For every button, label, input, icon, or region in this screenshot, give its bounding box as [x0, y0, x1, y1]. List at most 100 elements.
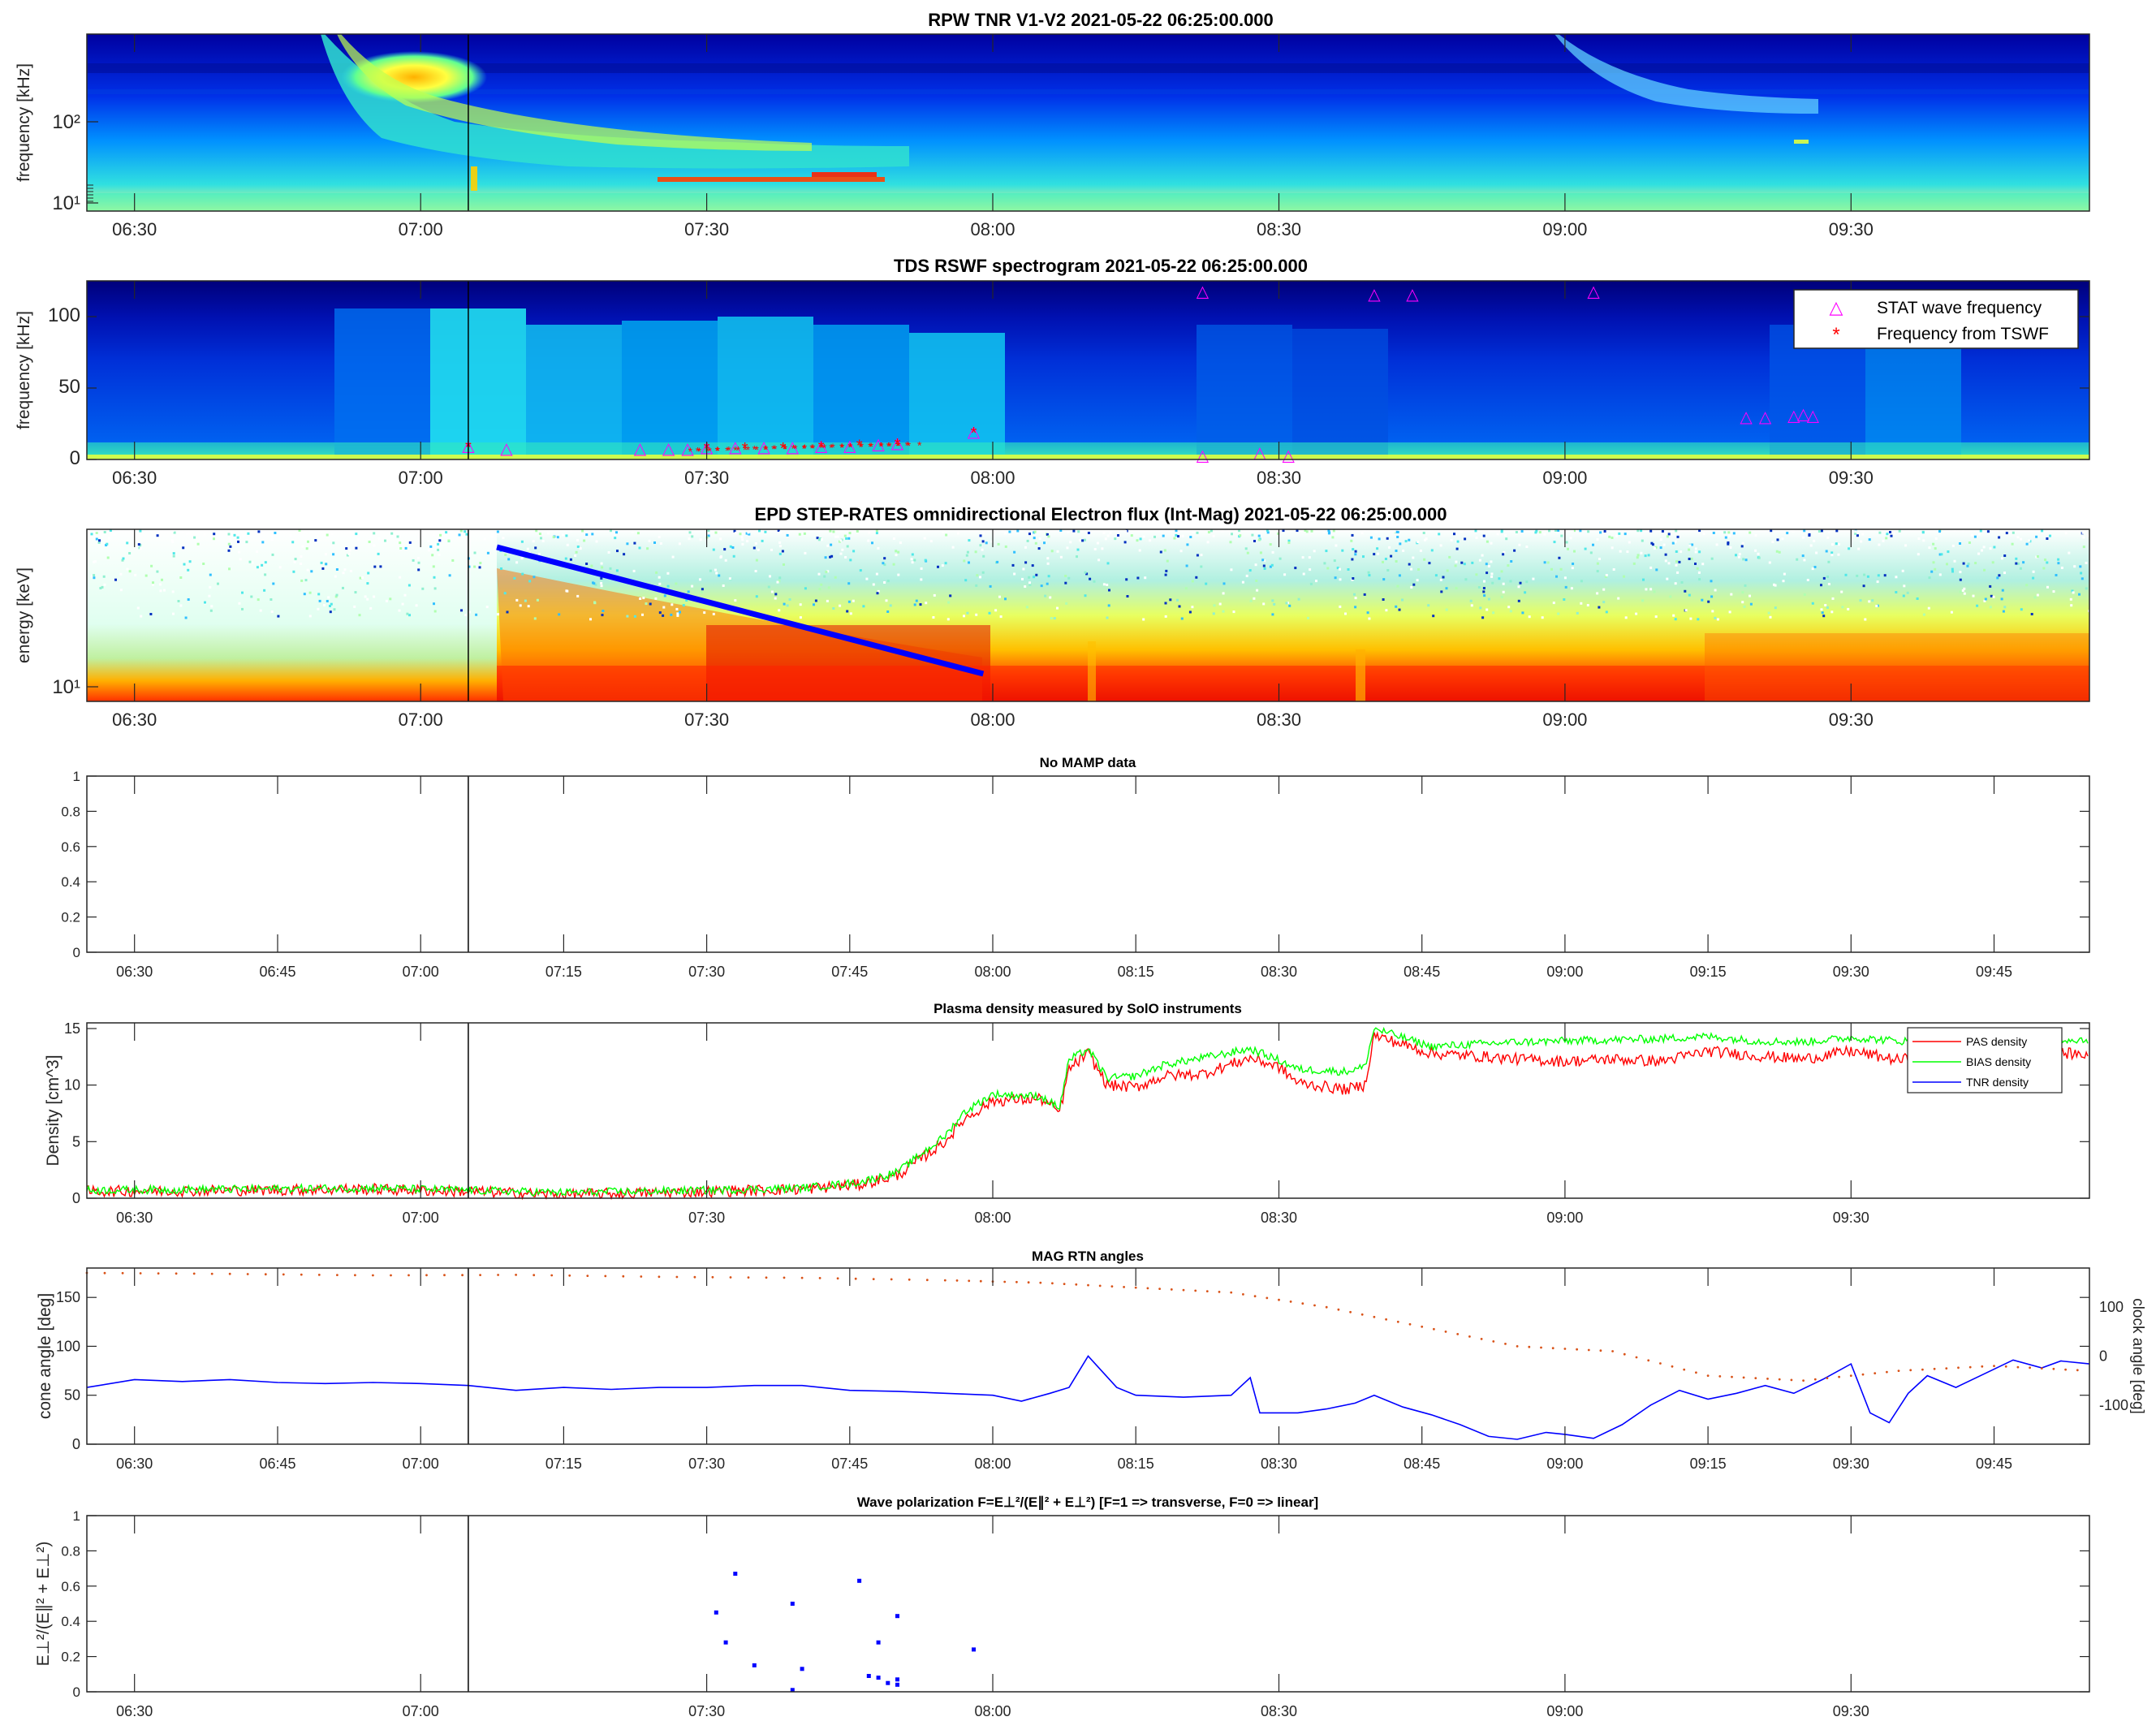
- epd-noise-dot: [1558, 556, 1561, 559]
- epd-noise-dot: [237, 540, 239, 543]
- epd-noise-dot: [364, 595, 367, 598]
- epd-noise-dot: [658, 611, 662, 615]
- stat-wave-frequency-marker: △: [757, 438, 770, 456]
- epd-noise-dot: [401, 602, 404, 606]
- epd-noise-dot: [504, 554, 507, 556]
- epd-noise-dot: [1352, 577, 1355, 580]
- epd-noise-dot: [1257, 534, 1261, 537]
- epd-noise-dot: [1989, 584, 1992, 588]
- epd-noise-dot: [2033, 596, 2037, 599]
- epd-noise-dot: [1483, 594, 1486, 597]
- epd-noise-dot: [1382, 560, 1384, 563]
- epd-noise-dot: [2072, 591, 2075, 594]
- epd-noise-dot: [1076, 555, 1078, 559]
- epd-noise-dot: [1555, 575, 1558, 578]
- epd-noise-dot: [241, 591, 244, 594]
- panel-tnr-title: RPW TNR V1-V2 2021-05-22 06:25:00.000: [928, 10, 1274, 30]
- epd-noise-dot: [1410, 567, 1413, 571]
- epd-noise-dot: [963, 615, 965, 618]
- epd-noise-dot: [491, 532, 494, 535]
- epd-noise-dot: [1189, 536, 1192, 538]
- clock-angle-point: [1301, 1302, 1304, 1305]
- epd-noise-dot: [1285, 602, 1288, 605]
- epd-noise-dot: [451, 559, 455, 562]
- epd-noise-dot: [2011, 542, 2014, 546]
- epd-noise-dot: [1647, 554, 1650, 557]
- epd-noise-dot: [2082, 536, 2085, 539]
- epd-noise-dot: [818, 588, 821, 591]
- epd-noise-dot: [1675, 560, 1678, 563]
- density-ytick-label: 15: [64, 1020, 80, 1037]
- epd-noise-dot: [1454, 564, 1457, 567]
- tswf-frequency-marker: *: [733, 444, 738, 457]
- epd-noise-dot: [1579, 529, 1582, 533]
- stat-wave-frequency-marker: △: [1368, 286, 1381, 304]
- clock-angle-point: [1993, 1365, 1995, 1367]
- stat-wave-frequency-marker: △: [729, 438, 742, 456]
- epd-noise-dot: [526, 547, 529, 550]
- epd-noise-dot: [600, 576, 603, 580]
- epd-noise-dot: [968, 539, 971, 542]
- clock-angle-point: [1373, 1315, 1376, 1318]
- epd-noise-dot: [1938, 573, 1942, 576]
- density-axes-box: [86, 1022, 2090, 1199]
- polarization-ytick-label: 1: [73, 1508, 80, 1524]
- epd-noise-dot: [1818, 530, 1821, 533]
- epd-noise-dot: [946, 618, 950, 621]
- epd-noise-dot: [255, 530, 258, 533]
- epd-noise-dot: [1432, 615, 1435, 618]
- epd-noise-dot: [1446, 569, 1449, 572]
- epd-axes-box: [86, 528, 2090, 702]
- epd-noise-dot: [1254, 563, 1257, 567]
- epd-noise-dot: [585, 533, 589, 537]
- epd-noise-dot: [438, 539, 442, 542]
- epd-noise-dot: [126, 567, 129, 571]
- epd-noise-dot: [1689, 617, 1692, 620]
- epd-noise-dot: [570, 529, 573, 533]
- epd-noise-dot: [1548, 529, 1550, 533]
- tswf-frequency-marker: *: [780, 440, 787, 458]
- epd-noise-dot: [1179, 550, 1183, 553]
- epd-noise-dot: [951, 546, 955, 549]
- epd-noise-dot: [408, 614, 411, 617]
- epd-noise-dot: [464, 614, 468, 617]
- epd-ylabel: energy [keV]: [15, 567, 33, 663]
- epd-noise-dot: [1332, 529, 1335, 533]
- polarization-ytick-label: 0.4: [61, 1614, 80, 1629]
- epd-noise-dot: [1741, 591, 1744, 594]
- epd-noise-dot: [547, 532, 550, 535]
- epd-noise-dot: [1035, 573, 1038, 576]
- tswf-frequency-marker: *: [847, 441, 852, 454]
- epd-noise-dot: [1108, 589, 1110, 592]
- tswf-frequency-marker: *: [697, 445, 702, 458]
- epd-noise-dot: [714, 531, 718, 534]
- epd-noise-dot: [343, 568, 347, 572]
- epd-noise-dot: [1427, 604, 1430, 607]
- stat-wave-frequency-marker: △: [1253, 444, 1266, 462]
- epd-noise-dot: [342, 572, 345, 575]
- clock-angle-point: [1492, 1340, 1495, 1343]
- epd-noise-dot: [820, 538, 823, 541]
- epd-noise-dot: [699, 538, 702, 541]
- epd-noise-dot: [1393, 530, 1396, 533]
- epd-noise-dot: [1430, 549, 1434, 552]
- epd-noise-dot: [732, 554, 735, 558]
- clock-angle-point: [658, 1275, 661, 1279]
- mag-xtick-label: 07:00: [403, 1456, 439, 1472]
- epd-noise-dot: [1327, 529, 1330, 533]
- epd-noise-dot: [1031, 564, 1034, 567]
- epd-noise-dot: [1543, 561, 1546, 564]
- epd-noise-dot: [1192, 530, 1195, 533]
- clock-angle-point: [1874, 1372, 1877, 1374]
- epd-noise-dot: [433, 610, 437, 613]
- clock-angle-point: [2040, 1367, 2043, 1370]
- epd-noise-dot: [1603, 530, 1606, 533]
- epd-noise-dot: [1362, 555, 1365, 559]
- epd-noise-dot: [1439, 544, 1442, 547]
- epd-noise-dot: [1300, 529, 1302, 532]
- clock-angle-point: [1075, 1283, 1078, 1286]
- epd-noise-dot: [1934, 537, 1938, 540]
- epd-noise-dot: [384, 539, 386, 542]
- mag-xtick-label: 09:00: [1546, 1456, 1583, 1472]
- epd-noise-dot: [676, 614, 679, 617]
